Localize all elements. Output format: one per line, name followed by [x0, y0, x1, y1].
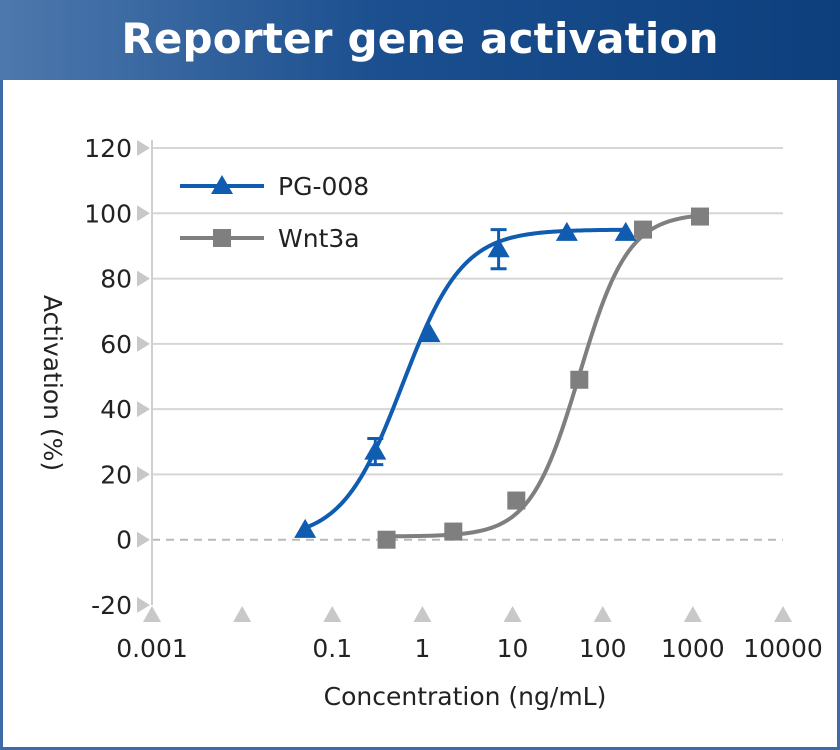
y-tick-marker: [137, 401, 150, 418]
x-tick-marker: [413, 606, 432, 622]
legend-marker-wnt3a: [213, 229, 231, 247]
x-tick-marker: [143, 606, 161, 622]
y-tick-marker: [137, 270, 150, 287]
fit-curve-pg-008: [304, 227, 626, 530]
y-tick-marker: [137, 335, 150, 352]
x-tick-label: 0.001: [116, 634, 188, 663]
y-axis-label: Activation (%): [38, 295, 67, 471]
data-point-wnt3a: [444, 522, 463, 541]
x-tick-label: 10: [497, 634, 529, 663]
data-point-wnt3a: [690, 207, 709, 226]
y-tick-label: 20: [100, 460, 132, 489]
x-tick-label: 10000: [743, 634, 823, 663]
y-tick-label: 0: [116, 526, 132, 555]
data-point-pg-008: [418, 323, 441, 343]
legend: PG-008 Wnt3a: [180, 172, 369, 253]
fit-curve-wnt3a: [386, 213, 701, 539]
y-tick-marker: [137, 466, 150, 483]
legend-marker-pg-008: [211, 175, 233, 194]
data-point-wnt3a: [377, 530, 396, 549]
fit-curves: [304, 213, 701, 539]
y-tick-label: 40: [100, 395, 132, 424]
y-tick-marker: [137, 205, 150, 222]
y-tick-marker: [137, 531, 150, 548]
x-tick-marker: [683, 606, 702, 622]
x-tick-label: 100: [579, 634, 627, 663]
data-point-pg-008: [614, 221, 637, 241]
x-axis-label: Concentration (ng/mL): [324, 682, 607, 711]
chart-title: Reporter gene activation: [121, 14, 719, 63]
data-point-wnt3a: [570, 370, 589, 389]
x-tick-marker: [503, 606, 522, 622]
data-point-pg-008: [294, 518, 317, 538]
x-tick-marker: [774, 606, 792, 622]
y-tick-label: 100: [84, 199, 132, 228]
legend-label-wnt3a: Wnt3a: [278, 224, 360, 253]
y-tick-marker: [137, 140, 150, 156]
x-tick-marker: [233, 606, 252, 622]
y-tick-marker: [137, 597, 150, 613]
data-point-wnt3a: [634, 220, 653, 239]
x-tick-label: 0.1: [312, 634, 352, 663]
data-points: [294, 207, 709, 549]
x-tick-marker: [593, 606, 612, 622]
y-tick-label: 80: [100, 265, 132, 294]
gridlines: [152, 147, 783, 541]
header-bar: [0, 0, 840, 80]
y-tick-label: 60: [100, 330, 132, 359]
data-point-pg-008: [487, 238, 510, 258]
x-tick-label: 1000: [661, 634, 725, 663]
y-tick-label: -20: [91, 591, 132, 620]
data-point-pg-008: [364, 440, 387, 460]
data-point-pg-008: [555, 221, 578, 241]
axes: -20 0 20 40 60 80 100 120 0.001 0.1 1 10 100 1000 1000…: [84, 134, 822, 663]
x-tick-marker: [323, 606, 342, 622]
x-tick-label: 1: [414, 634, 430, 663]
y-tick-label: 120: [84, 134, 132, 163]
legend-label-pg-008: PG-008: [278, 172, 369, 201]
data-point-wnt3a: [507, 491, 526, 510]
